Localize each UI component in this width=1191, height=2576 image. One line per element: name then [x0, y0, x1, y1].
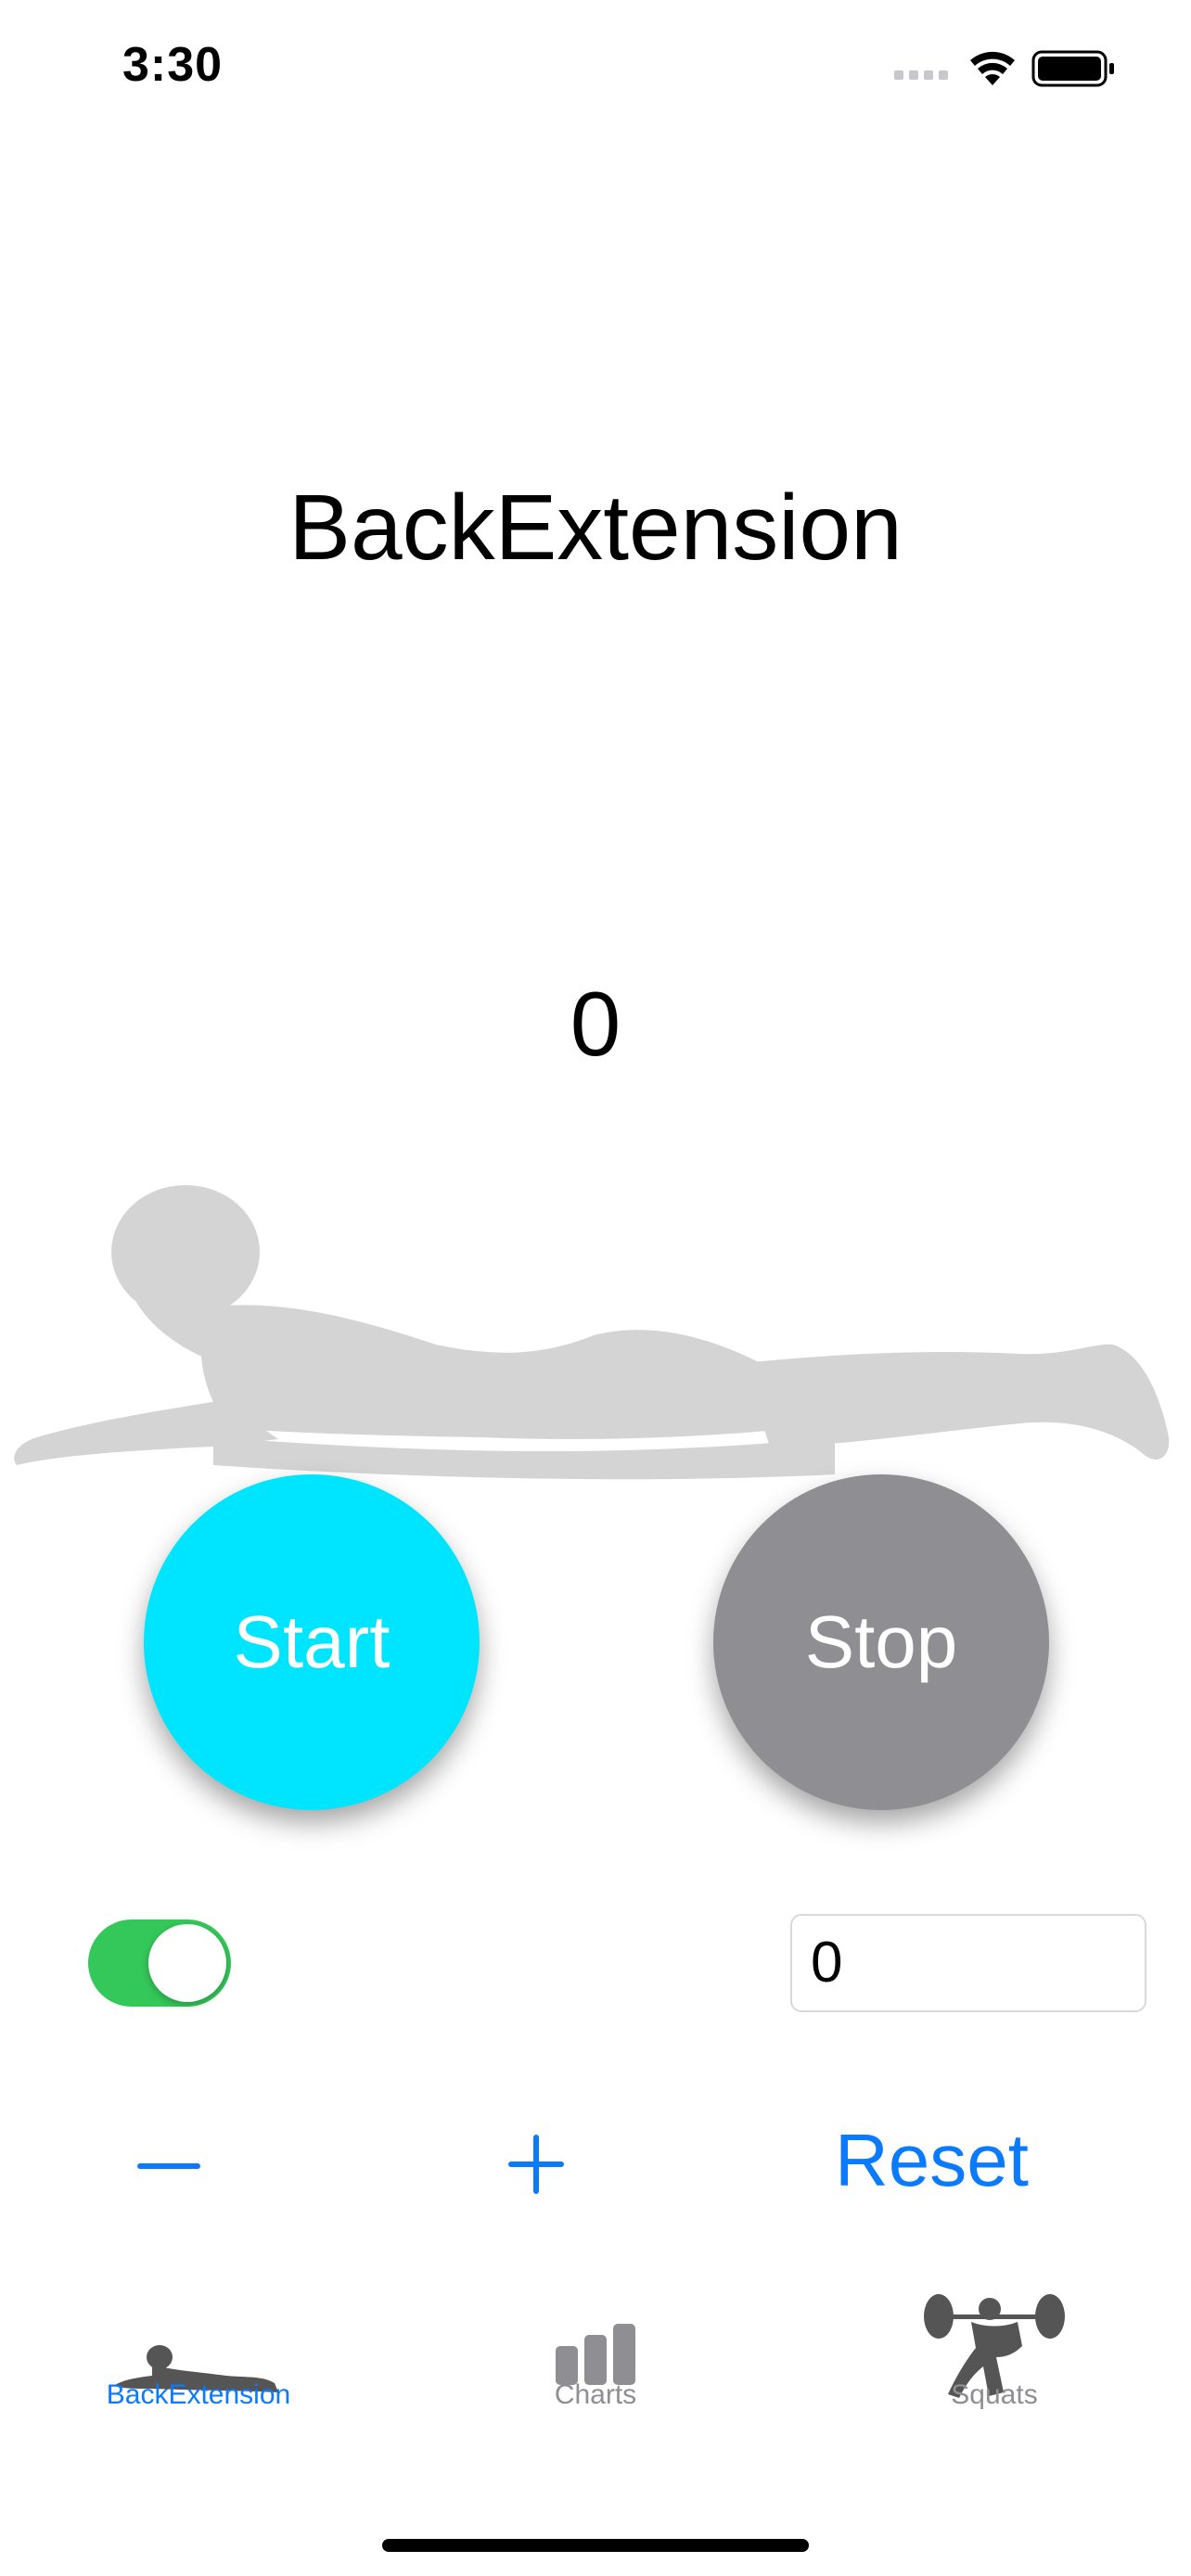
stop-button[interactable]: Stop [713, 1474, 1049, 1810]
tab-squats[interactable]: Squats [855, 2281, 1133, 2448]
battery-icon [1031, 50, 1114, 87]
decrement-button[interactable] [135, 2138, 202, 2194]
page-title: BackExtension [288, 476, 903, 580]
plus-icon [508, 2135, 564, 2194]
value-input[interactable]: 0 [790, 1914, 1146, 2012]
rep-counter: 0 [570, 973, 621, 1075]
tab-label-charts: Charts [554, 2379, 637, 2410]
home-indicator [382, 2539, 809, 2552]
bar-chart-icon [556, 2324, 635, 2385]
back-extension-icon [115, 2345, 278, 2392]
toggle-switch[interactable] [88, 1919, 231, 2007]
status-icons [894, 48, 1117, 89]
reset-button[interactable]: Reset [835, 2119, 1029, 2201]
tab-label-backextension: BackExtension [106, 2379, 291, 2410]
toggle-knob [148, 1924, 226, 2002]
wifi-icon [970, 51, 1015, 85]
cellular-signal-icon [894, 70, 948, 80]
tab-charts[interactable]: Charts [456, 2281, 735, 2448]
start-button[interactable]: Start [144, 1474, 480, 1810]
tab-label-squats: Squats [951, 2379, 1038, 2410]
increment-button[interactable] [506, 2131, 566, 2198]
back-extension-silhouette [14, 1185, 1170, 1480]
minus-icon [137, 2163, 200, 2169]
squats-icon [924, 2294, 1065, 2398]
tab-bar: BackExtension Charts Squats [0, 2281, 1191, 2467]
tab-backextension[interactable]: BackExtension [59, 2281, 338, 2448]
status-time: 3:30 [122, 38, 224, 92]
